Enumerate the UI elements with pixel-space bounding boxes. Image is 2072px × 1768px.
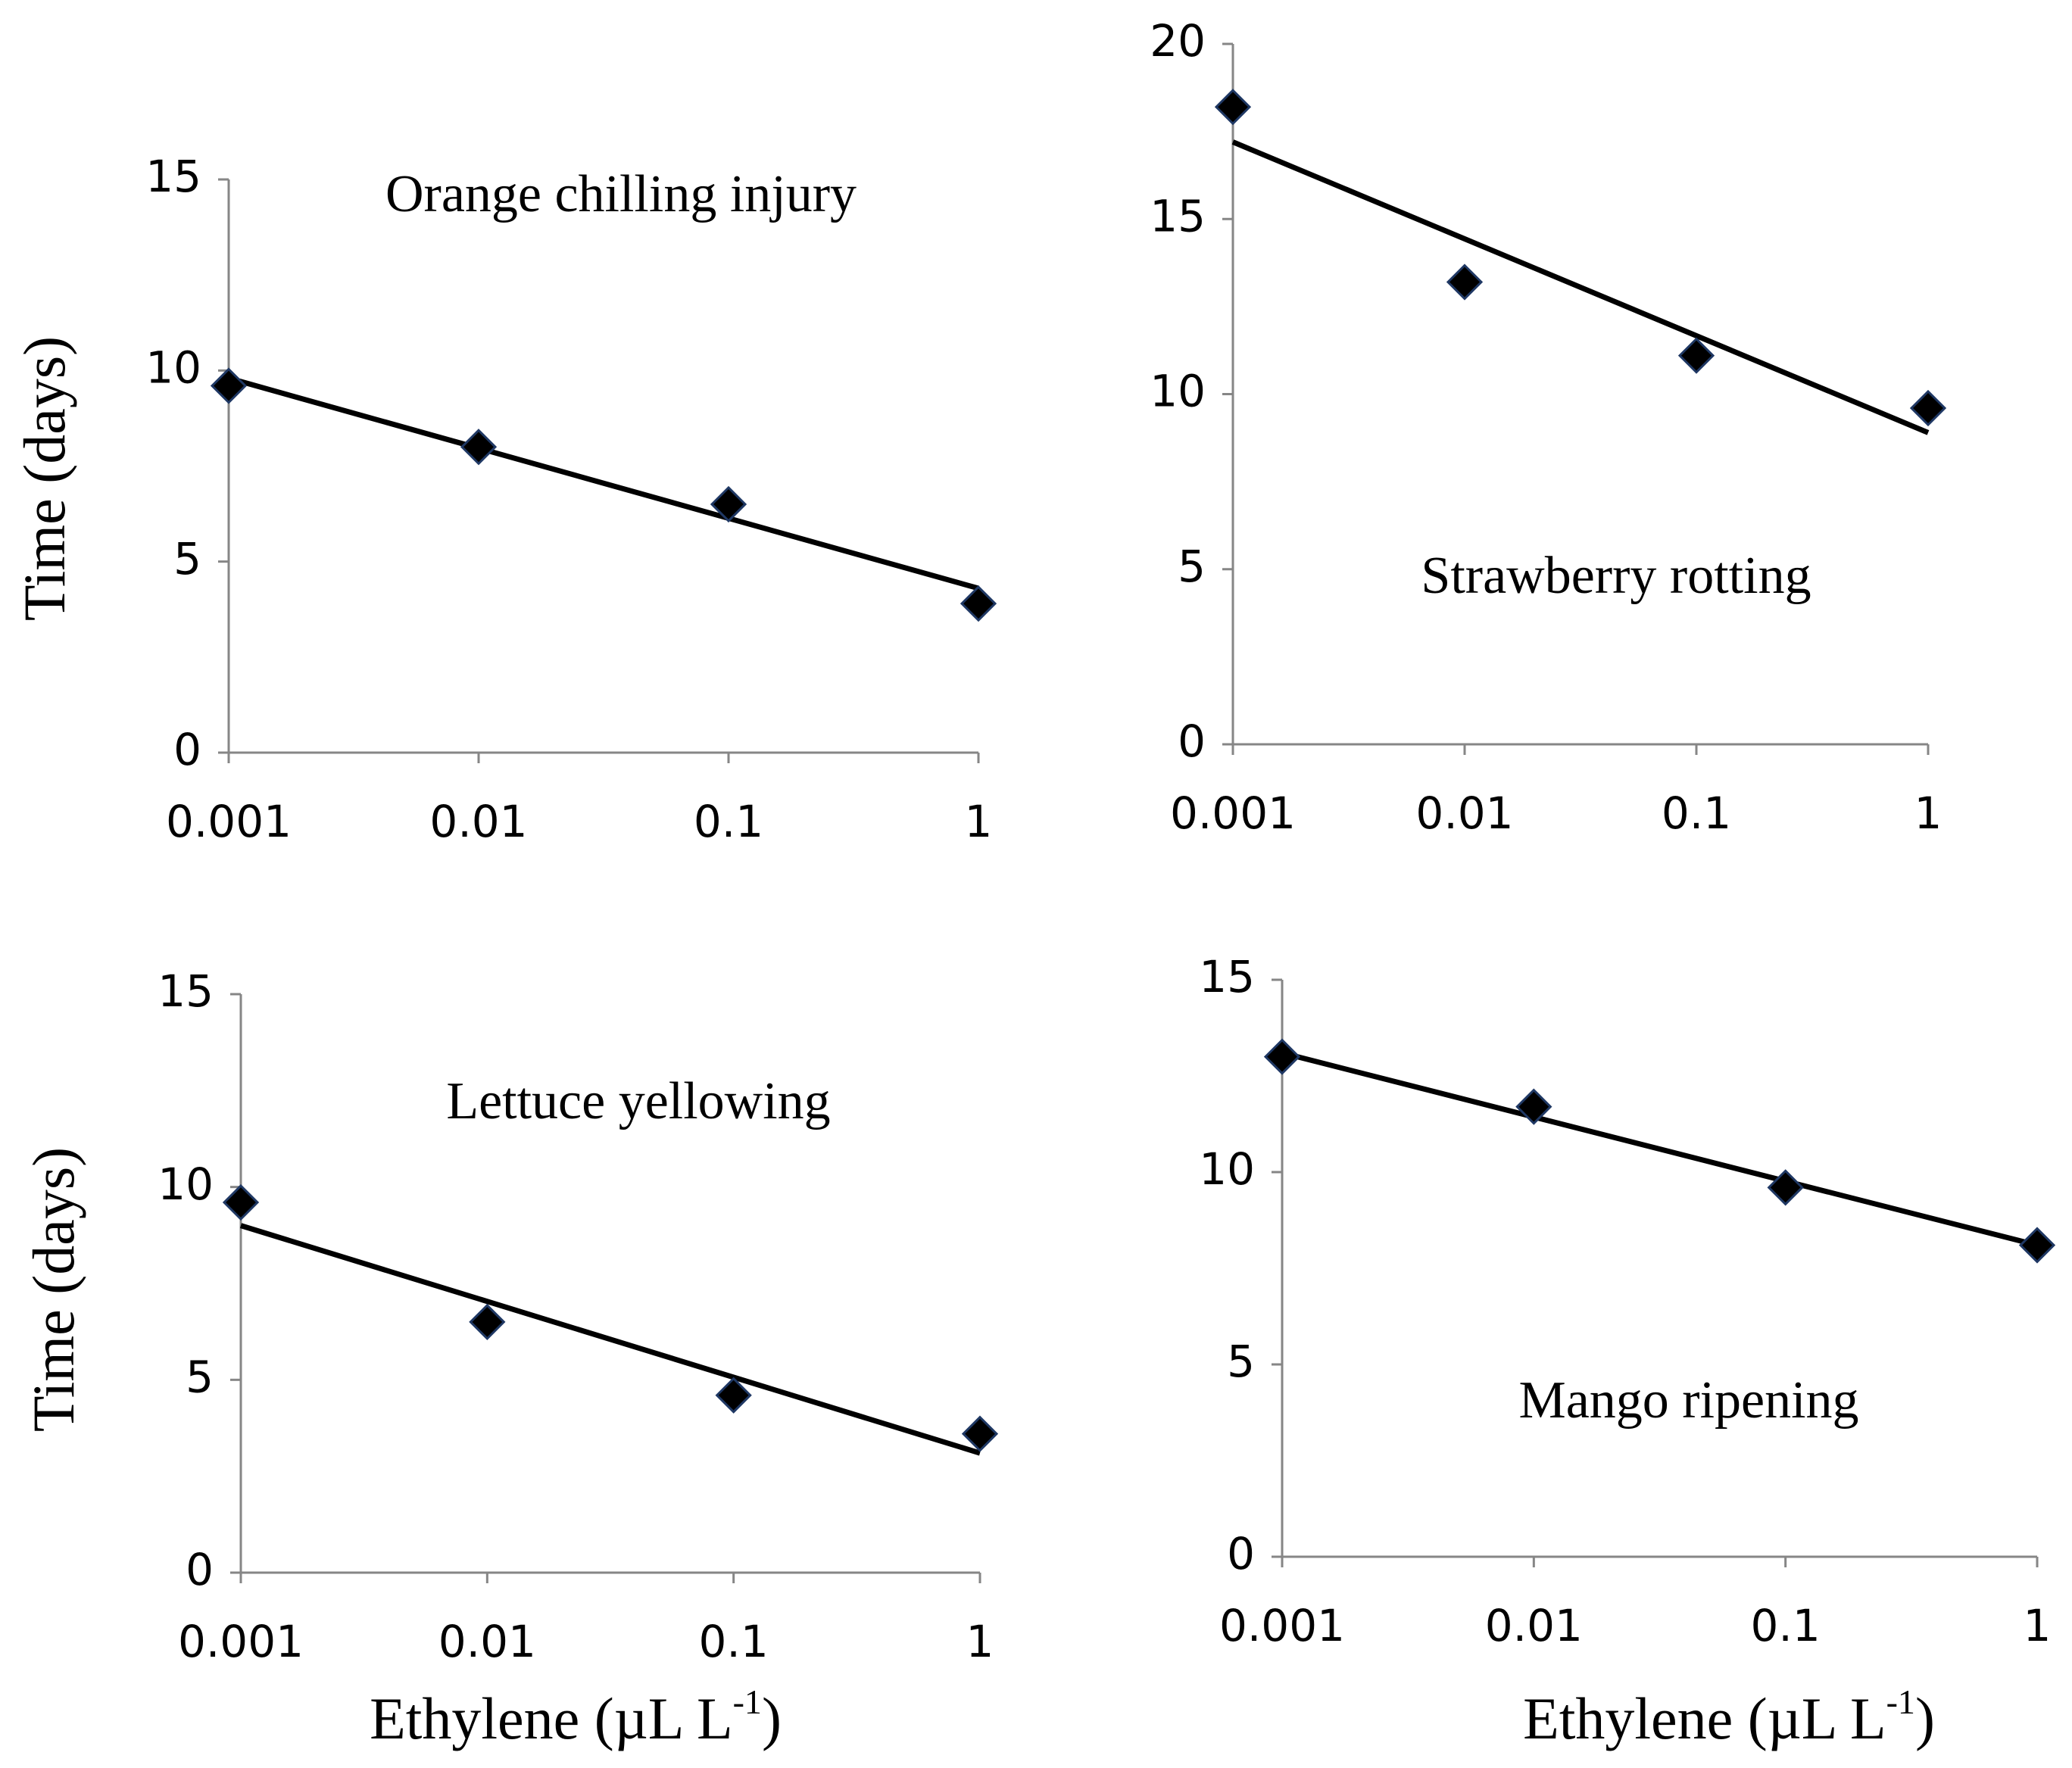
- point: [1515, 1088, 1552, 1125]
- y-tick-label: 10: [145, 341, 201, 393]
- point: [1214, 89, 1252, 126]
- x-tick-label: 0.01: [429, 796, 527, 847]
- chart-title: Mango ripening: [1518, 1371, 1858, 1430]
- point: [210, 367, 248, 404]
- point: [1767, 1169, 1804, 1206]
- point: [1909, 389, 1947, 427]
- x-tick-label: 1: [966, 1616, 994, 1667]
- point: [1446, 263, 1484, 301]
- chart-title: Strawberry rotting: [1421, 547, 1811, 605]
- y-tick-label: 15: [145, 151, 201, 202]
- y-tick-label: 5: [1178, 541, 1206, 592]
- x-tick-label: 1: [2024, 1600, 2052, 1651]
- y-tick-label: 5: [173, 533, 201, 585]
- x-tick-label: 0.1: [699, 1616, 769, 1667]
- y-tick-label: 0: [173, 724, 201, 775]
- y-tick-label: 10: [1150, 366, 1206, 417]
- point: [469, 1303, 506, 1341]
- x-tick-label: 0.1: [694, 796, 763, 847]
- x-tick-label: 0.001: [1219, 1600, 1345, 1651]
- y-tick-label: 0: [186, 1544, 214, 1595]
- y-tick-label: 5: [186, 1351, 214, 1402]
- y-tick-label: 10: [1199, 1143, 1255, 1195]
- x-axis-label-part: Ethylene (µL L: [1523, 1685, 1886, 1751]
- x-axis-label-part: -1: [1886, 1682, 1915, 1721]
- point: [1677, 337, 1715, 374]
- y-tick-label: 15: [158, 965, 214, 1017]
- point: [222, 1183, 260, 1221]
- x-axis-label-part: -1: [733, 1682, 762, 1721]
- x-tick-label: 0.001: [166, 796, 292, 847]
- y-tick-label: 15: [1199, 951, 1255, 1002]
- y-axis-label: Time (days): [11, 336, 77, 621]
- y-tick-label: 5: [1227, 1336, 1255, 1387]
- y-tick-label: 10: [158, 1158, 214, 1210]
- x-axis-label: Ethylene (µL L-1): [370, 1682, 782, 1751]
- trendline: [1231, 139, 1930, 435]
- trendline: [1281, 1050, 2038, 1248]
- trendline: [239, 1223, 981, 1456]
- x-tick-label: 1: [1914, 787, 1942, 839]
- point: [961, 1415, 999, 1452]
- x-tick-label: 0.01: [1415, 787, 1513, 839]
- x-axis-label-part: ): [762, 1685, 782, 1751]
- x-tick-label: 0.001: [1170, 787, 1296, 839]
- x-tick-label: 0.01: [1485, 1600, 1583, 1651]
- point: [2018, 1227, 2056, 1264]
- point: [710, 485, 747, 523]
- y-tick-label: 15: [1150, 190, 1206, 242]
- x-axis-label-part: ): [1915, 1685, 1935, 1751]
- x-tick-label: 0.01: [438, 1616, 536, 1667]
- x-axis-label: Ethylene (µL L-1): [1523, 1682, 1935, 1751]
- chart-title: Lettuce yellowing: [446, 1072, 830, 1130]
- x-tick-label: 1: [965, 796, 993, 847]
- point: [960, 585, 997, 622]
- y-tick-label: 20: [1150, 15, 1206, 67]
- x-tick-label: 0.001: [178, 1616, 304, 1667]
- x-tick-label: 0.1: [1662, 787, 1731, 839]
- point: [460, 429, 498, 466]
- y-tick-label: 0: [1178, 716, 1206, 767]
- x-tick-label: 0.1: [1751, 1600, 1821, 1651]
- trendline: [228, 376, 979, 591]
- chart-title: Orange chilling injury: [385, 165, 857, 223]
- y-tick-label: 0: [1227, 1528, 1255, 1579]
- y-axis-label: Time (days): [20, 1147, 86, 1432]
- x-axis-label-part: Ethylene (µL L: [370, 1685, 733, 1751]
- point: [715, 1377, 752, 1414]
- point: [1263, 1038, 1301, 1075]
